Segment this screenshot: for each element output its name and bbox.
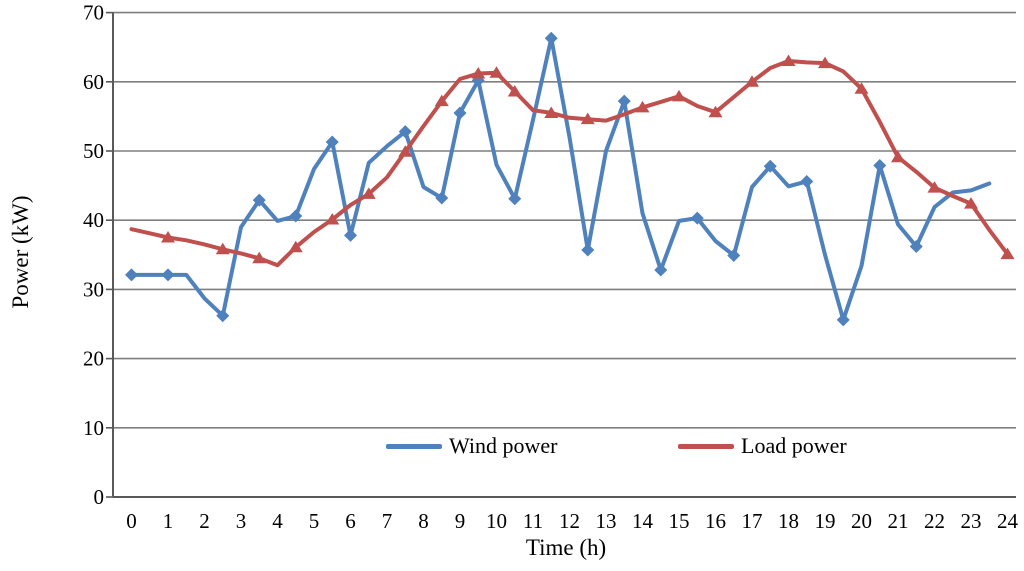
load-power-legend-swatch (678, 443, 734, 449)
wind-power-marker (654, 263, 668, 277)
y-tick-label: 20 (83, 347, 104, 371)
x-tick-label: 18 (778, 509, 799, 533)
load-power-marker (471, 66, 486, 79)
x-tick-label: 13 (596, 509, 617, 533)
wind-power-marker (690, 211, 704, 225)
wind-power-marker (763, 159, 777, 173)
x-tick-label: 0 (126, 509, 137, 533)
y-tick-label: 0 (94, 485, 105, 509)
x-tick-label: 17 (742, 509, 763, 533)
x-tick-label: 11 (523, 509, 543, 533)
wind-power-marker (544, 31, 558, 45)
y-tick-label: 40 (83, 208, 104, 232)
wind-power-marker (617, 94, 631, 108)
load-power-marker (891, 150, 905, 163)
x-tick-label: 24 (997, 509, 1019, 533)
load-power-marker (325, 213, 340, 225)
y-tick-label: 10 (83, 416, 104, 440)
wind-power-marker (909, 239, 923, 253)
wind-power-marker (161, 268, 175, 282)
load-power-marker (745, 75, 759, 87)
load-power-marker (398, 145, 413, 157)
x-tick-label: 19 (815, 509, 836, 533)
wind-power-line (129, 36, 992, 322)
wind-power-marker (508, 192, 522, 206)
x-tick-label: 21 (888, 509, 909, 533)
wind-power-legend-swatch (386, 443, 442, 449)
x-tick-label: 4 (272, 509, 283, 533)
x-tick-label: 16 (705, 509, 726, 533)
wind-power-marker (453, 106, 467, 120)
load-power-marker (361, 187, 376, 199)
load-power-marker (1000, 247, 1015, 260)
load-power-marker (708, 105, 723, 118)
x-tick-label: 6 (345, 509, 356, 533)
wind-power-legend-label: Wind power (449, 433, 558, 458)
load-power-marker (854, 82, 869, 94)
x-tick-label: 7 (382, 509, 393, 533)
x-tick-label: 20 (851, 509, 872, 533)
load-power-marker (215, 242, 230, 255)
x-tick-label: 3 (236, 509, 247, 533)
x-tick-label: 1 (163, 509, 174, 533)
load-power-marker (252, 251, 267, 264)
x-axis-title: Time (h) (525, 535, 607, 560)
load-power-marker (434, 94, 449, 107)
x-tick-label: 8 (418, 509, 429, 533)
legend-item-load-power: Load power (678, 433, 847, 459)
y-axis-title: Power (kW) (8, 195, 33, 309)
wind-power-marker (581, 243, 595, 257)
load-power-legend-label: Load power (741, 433, 847, 458)
x-tick-label: 14 (632, 509, 654, 533)
wind-power-marker (125, 268, 138, 282)
wind-power-marker (325, 135, 339, 149)
load-power-marker (781, 54, 796, 67)
load-power-marker (818, 56, 832, 69)
wind-power-marker (727, 248, 741, 262)
load-power-marker (964, 197, 978, 209)
x-tick-label: 2 (199, 509, 210, 533)
wind-power-marker (836, 313, 850, 327)
load-power-marker (507, 84, 522, 97)
wind-power-marker (398, 125, 412, 139)
load-power-marker (635, 100, 650, 113)
x-tick-label: 5 (309, 509, 320, 533)
x-tick-label: 12 (559, 509, 580, 533)
load-power-marker (489, 66, 504, 78)
y-tick-label: 60 (83, 70, 104, 94)
x-tick-label: 22 (924, 509, 945, 533)
wind-power-marker (289, 209, 303, 223)
load-power-marker (672, 89, 686, 102)
x-tick-label: 10 (486, 509, 507, 533)
load-power-marker (288, 240, 303, 253)
load-power-marker (927, 181, 942, 193)
load-power-marker (580, 112, 595, 125)
x-tick-label: 15 (669, 509, 690, 533)
wind-power-marker (435, 191, 449, 205)
x-tick-label: 9 (455, 509, 466, 533)
wind-power-marker (800, 174, 814, 188)
wind-power-marker (216, 309, 230, 323)
load-power-marker (161, 231, 175, 243)
y-tick-label: 70 (83, 1, 104, 25)
legend-item-wind-power: Wind power (386, 433, 557, 459)
wind-power-marker (344, 228, 357, 242)
y-tick-label: 50 (83, 139, 104, 163)
load-power-marker (544, 106, 559, 118)
wind-power-marker (873, 159, 887, 173)
y-tick-label: 30 (83, 277, 104, 301)
x-tick-label: 23 (961, 509, 982, 533)
wind-power-marker (252, 193, 266, 207)
